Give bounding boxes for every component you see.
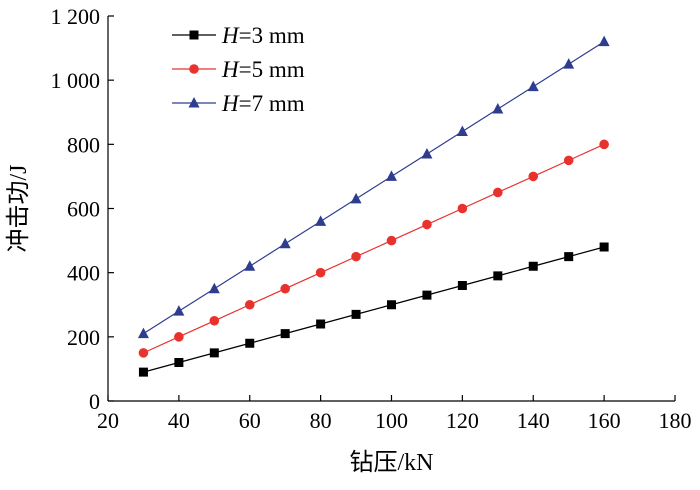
data-point <box>598 35 610 47</box>
data-point <box>528 261 538 271</box>
data-point <box>422 290 432 300</box>
data-point <box>350 192 362 204</box>
data-point <box>138 348 149 358</box>
data-point <box>280 329 290 339</box>
x-tick-label: 180 <box>659 408 692 433</box>
data-point <box>421 147 433 159</box>
data-point <box>492 103 504 114</box>
data-point <box>279 237 291 249</box>
data-point <box>351 309 361 319</box>
series-3 <box>137 35 610 339</box>
data-point <box>527 80 539 92</box>
y-tick-label: 800 <box>67 132 100 157</box>
data-point <box>493 187 503 198</box>
x-axis-title: 钻压/kN <box>350 449 434 476</box>
data-point <box>528 171 539 182</box>
legend-marker <box>188 97 200 108</box>
legend-item: H=5 mm <box>172 57 305 82</box>
x-tick-label: 40 <box>168 408 190 433</box>
legend-rest: =7 mm <box>239 91 305 116</box>
y-tick-label: 400 <box>67 261 100 286</box>
x-tick-label: 80 <box>310 408 332 433</box>
legend: H=3 mmH=5 mmH=7 mm <box>172 23 305 116</box>
x-tick-label: 100 <box>375 408 408 433</box>
data-point <box>244 260 256 271</box>
legend-var: H <box>221 91 240 116</box>
series-layer <box>137 35 610 377</box>
y-tick-label: 0 <box>89 389 100 414</box>
data-point <box>245 338 255 348</box>
data-point <box>209 348 219 358</box>
data-point <box>386 235 397 246</box>
data-point <box>244 299 255 310</box>
data-point <box>174 358 184 367</box>
data-point <box>493 271 503 281</box>
series-line <box>143 246 605 373</box>
y-tick-label: 1 000 <box>51 68 101 93</box>
y-tick-label: 200 <box>67 325 100 350</box>
data-point <box>456 125 468 136</box>
legend-label: H=7 mm <box>221 91 305 116</box>
legend-marker <box>189 64 199 74</box>
data-point <box>315 267 326 278</box>
legend-label: H=5 mm <box>221 57 305 82</box>
data-point <box>599 139 609 150</box>
data-point <box>457 281 467 290</box>
data-point <box>457 203 468 214</box>
data-point <box>564 252 574 262</box>
y-tick-label: 600 <box>67 197 100 222</box>
series-2 <box>138 139 609 358</box>
y-axis-title: 冲击功/J <box>5 164 32 252</box>
series-line <box>143 143 605 354</box>
data-point <box>563 58 575 69</box>
series-line <box>143 41 605 335</box>
legend-var: H <box>221 23 240 48</box>
data-point <box>563 155 574 166</box>
legend-rest: =3 mm <box>239 23 305 48</box>
data-point <box>386 170 397 181</box>
data-point <box>315 215 327 226</box>
x-tick-label: 60 <box>239 408 261 433</box>
legend-label: H=3 mm <box>221 23 305 48</box>
data-point <box>174 332 184 342</box>
data-point <box>208 282 220 294</box>
data-point <box>137 327 149 339</box>
x-tick-label: 20 <box>97 408 119 433</box>
data-point <box>351 251 361 262</box>
axes: 20 40 60 80 100 120 140 160 180 0 200 400 600 800 1 00… <box>51 4 692 433</box>
x-tick-label: 120 <box>446 408 479 433</box>
legend-item: H=3 mm <box>172 23 305 48</box>
legend-var: H <box>221 57 240 82</box>
data-point <box>599 242 609 252</box>
y-tick-label: 1 200 <box>51 4 101 29</box>
x-tick-label: 160 <box>588 408 621 433</box>
data-point <box>280 283 290 294</box>
data-point <box>387 300 396 310</box>
series-1 <box>138 242 609 377</box>
legend-marker <box>189 30 199 40</box>
data-point <box>422 219 432 230</box>
data-point <box>316 319 326 329</box>
legend-rest: =5 mm <box>239 57 305 82</box>
data-point <box>173 305 185 316</box>
data-point <box>138 367 148 377</box>
x-tick-label: 140 <box>517 408 550 433</box>
data-point <box>209 315 220 326</box>
legend-item: H=7 mm <box>172 91 305 116</box>
